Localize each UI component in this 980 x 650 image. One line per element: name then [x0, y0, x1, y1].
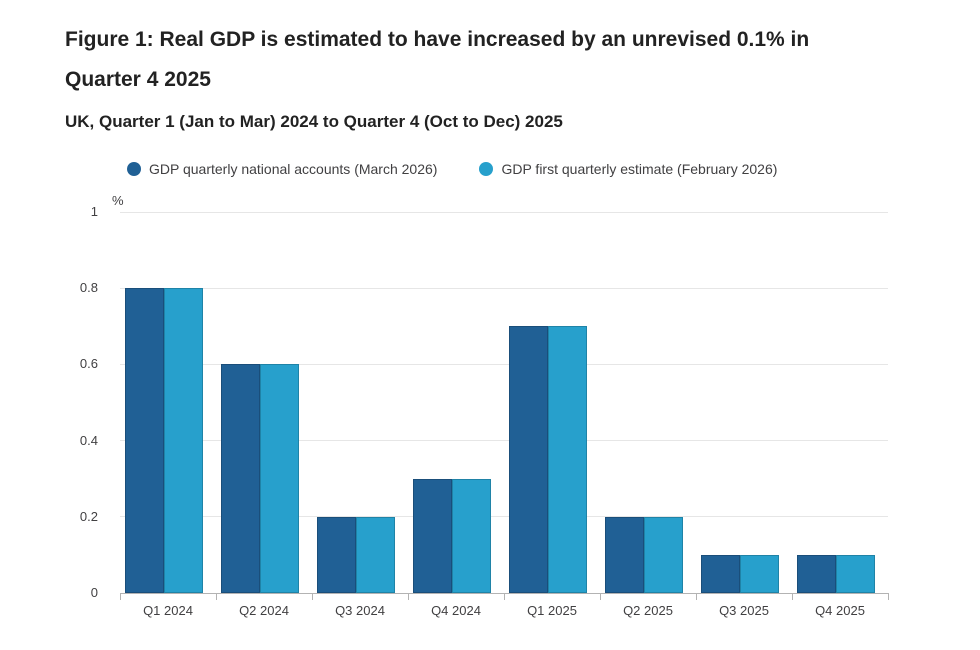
bar-q4-2025-series-1[interactable]: [797, 555, 836, 593]
x-axis-tick: [312, 593, 313, 600]
bar-q3-2024-series-2[interactable]: [356, 517, 395, 593]
y-axis-unit-label: %: [112, 193, 124, 208]
x-axis-tick: [216, 593, 217, 600]
x-axis-tick: [600, 593, 601, 600]
x-axis-category-label: Q3 2024: [335, 603, 385, 618]
bar-q4-2024-series-1[interactable]: [413, 479, 452, 593]
x-axis-category-label: Q1 2024: [143, 603, 193, 618]
y-gridline: [120, 440, 888, 442]
x-axis-category-label: Q4 2024: [431, 603, 481, 618]
x-axis-category-label: Q2 2025: [623, 603, 673, 618]
bar-q4-2024-series-2[interactable]: [452, 479, 491, 593]
y-axis-tick-label: 0.8: [79, 280, 98, 296]
x-axis-category-label: Q2 2024: [239, 603, 289, 618]
legend-item-first-quarterly-estimate[interactable]: GDP first quarterly estimate (February 2…: [479, 161, 777, 177]
x-axis-tick: [888, 593, 889, 600]
x-axis-tick: [504, 593, 505, 600]
y-axis-tick-label: 0: [90, 585, 98, 600]
y-gridline: [120, 211, 888, 213]
y-axis-tick-label: 0.6: [79, 356, 98, 372]
legend-marker-icon: [479, 162, 494, 176]
bar-q4-2025-series-2[interactable]: [836, 555, 875, 593]
bar-q1-2024-series-1[interactable]: [125, 288, 164, 593]
y-gridline: [120, 287, 888, 289]
y-axis-tick-label: 0.4: [79, 432, 98, 448]
x-axis-tick: [696, 593, 697, 600]
figure-title: Figure 1: Real GDP is estimated to have …: [65, 28, 810, 91]
x-axis-tick: [120, 593, 121, 600]
x-axis-category-label: Q1 2025: [527, 603, 577, 618]
legend-label: GDP quarterly national accounts (March 2…: [149, 161, 438, 177]
y-axis-tick-label: 1: [90, 204, 98, 219]
x-axis-category-label: Q4 2025: [815, 603, 865, 618]
chart-legend: GDP quarterly national accounts (March 2…: [127, 158, 777, 180]
x-axis-category-label: Q3 2025: [719, 603, 769, 618]
y-axis-tick-label: 0.2: [79, 508, 98, 524]
bar-q2-2024-series-2[interactable]: [260, 364, 299, 593]
y-gridline: [120, 363, 888, 365]
bar-q2-2024-series-1[interactable]: [221, 364, 260, 593]
bar-q3-2025-series-2[interactable]: [740, 555, 779, 593]
y-gridline: [120, 516, 888, 518]
bar-q2-2025-series-2[interactable]: [644, 517, 683, 593]
bar-q1-2025-series-2[interactable]: [548, 326, 587, 593]
legend-item-quarterly-national-accounts[interactable]: GDP quarterly national accounts (March 2…: [127, 161, 437, 177]
x-axis-tick: [792, 593, 793, 600]
x-axis-tick: [408, 593, 409, 600]
bar-q2-2025-series-1[interactable]: [605, 517, 644, 593]
bar-q3-2024-series-1[interactable]: [317, 517, 356, 593]
legend-label: GDP first quarterly estimate (February 2…: [501, 161, 778, 177]
figure-subtitle: UK, Quarter 1 (Jan to Mar) 2024 to Quart…: [65, 112, 563, 131]
legend-marker-icon: [127, 162, 141, 176]
bar-q1-2025-series-1[interactable]: [509, 326, 548, 593]
bar-q1-2024-series-2[interactable]: [164, 288, 203, 593]
bar-q3-2025-series-1[interactable]: [701, 555, 740, 593]
